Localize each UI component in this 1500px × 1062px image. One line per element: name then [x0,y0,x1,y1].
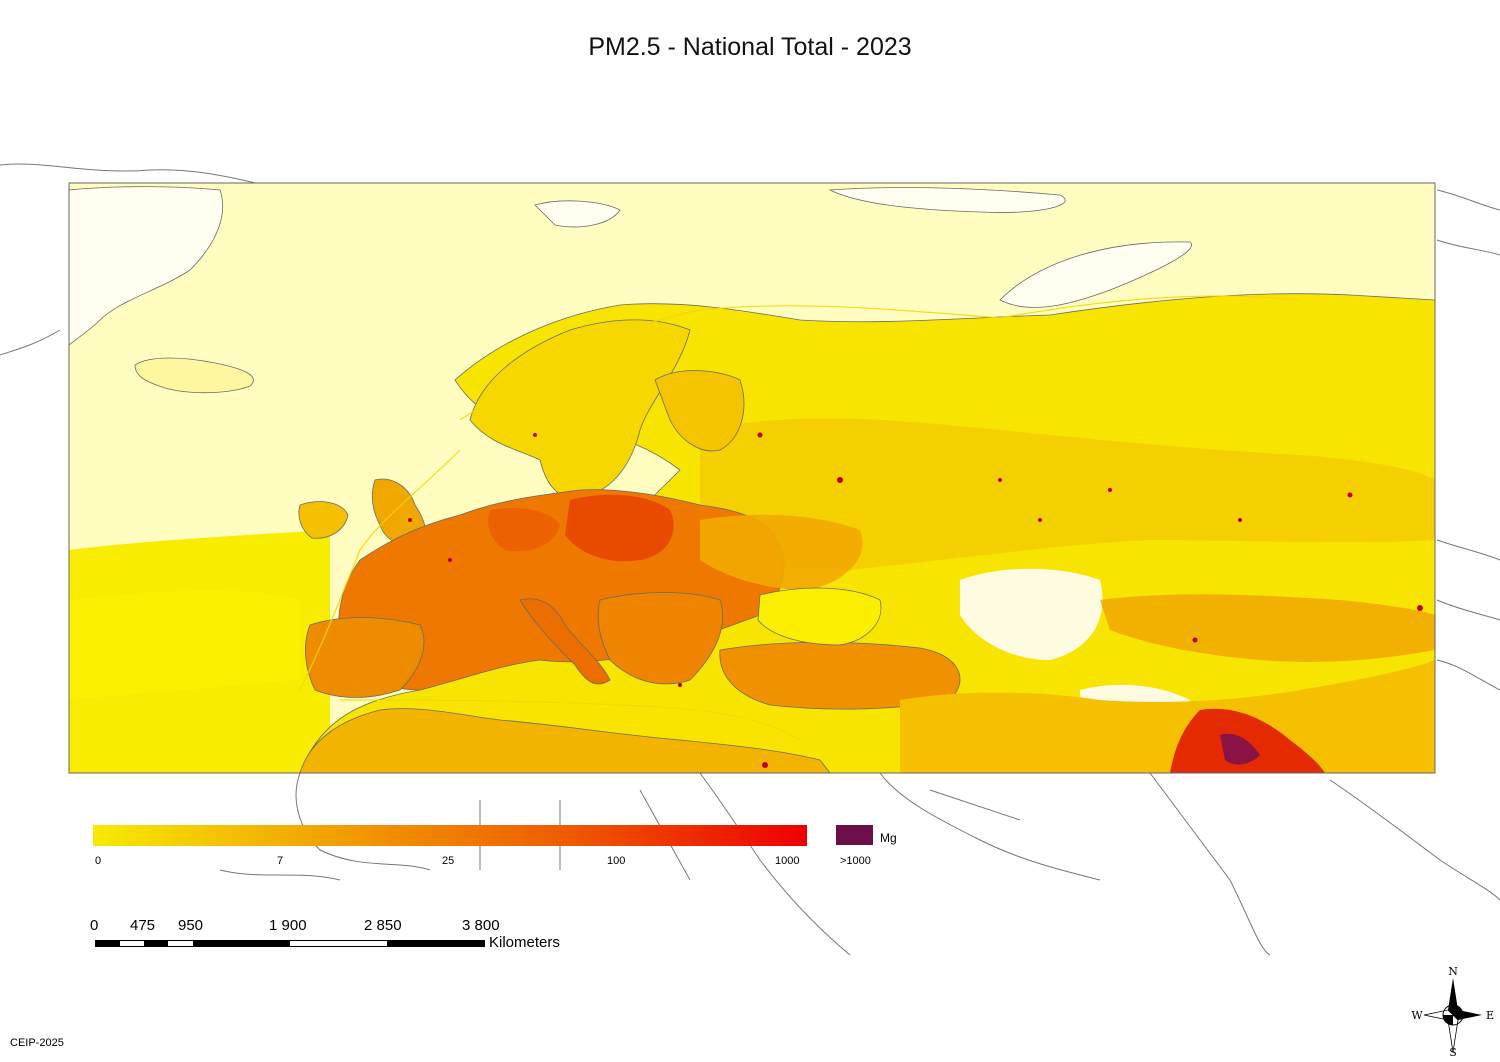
legend-unit-label: Mg [880,831,897,845]
poland-hotspot [565,494,674,562]
credit-label: CEIP-2025 [10,1037,64,1049]
legend-overflow-swatch [836,825,873,845]
shipping-lanes [299,295,1301,741]
scale-bar-label: 0 [90,917,99,934]
compass-rose-icon: N S E W [1411,965,1494,1057]
iceland [134,357,254,394]
hotspots [408,432,1423,768]
scale-bar-label: 2 850 [364,917,402,934]
map-frame [68,182,1436,774]
legend-color-ramp [93,825,807,846]
legend-tick-label: 25 [442,855,455,867]
ireland [298,501,349,539]
scale-bar-label: 1 900 [269,917,307,934]
scale-bar-label: 475 [130,917,156,934]
scale-bar-label: 3 800 [462,917,500,934]
greenland [69,186,224,346]
map-title: PM2.5 - National Total - 2023 [588,33,912,61]
compass-n-label: N [1448,965,1458,978]
italy [519,598,611,685]
legend-tick-label: 0 [95,855,102,867]
scale-bar-unit: Kilometers [489,934,560,951]
black-sea [757,587,882,646]
mediterranean [420,683,800,760]
scale-bar-label: 950 [178,917,204,934]
compass-w-label: W [1411,1009,1423,1022]
scandinavia [469,319,691,501]
compass-e-label: E [1486,1009,1494,1022]
legend-overflow-label: >1000 [840,855,871,867]
legend-tick-label: 100 [607,855,626,867]
india-hotspot [1170,708,1325,773]
north-africa [299,708,831,773]
legend-tick-label: 1000 [775,855,800,867]
iberia [305,617,425,698]
legend-tick-label: 7 [277,855,284,867]
balkans [597,592,724,685]
russia-band [700,418,1435,571]
scale-bar [95,940,485,947]
